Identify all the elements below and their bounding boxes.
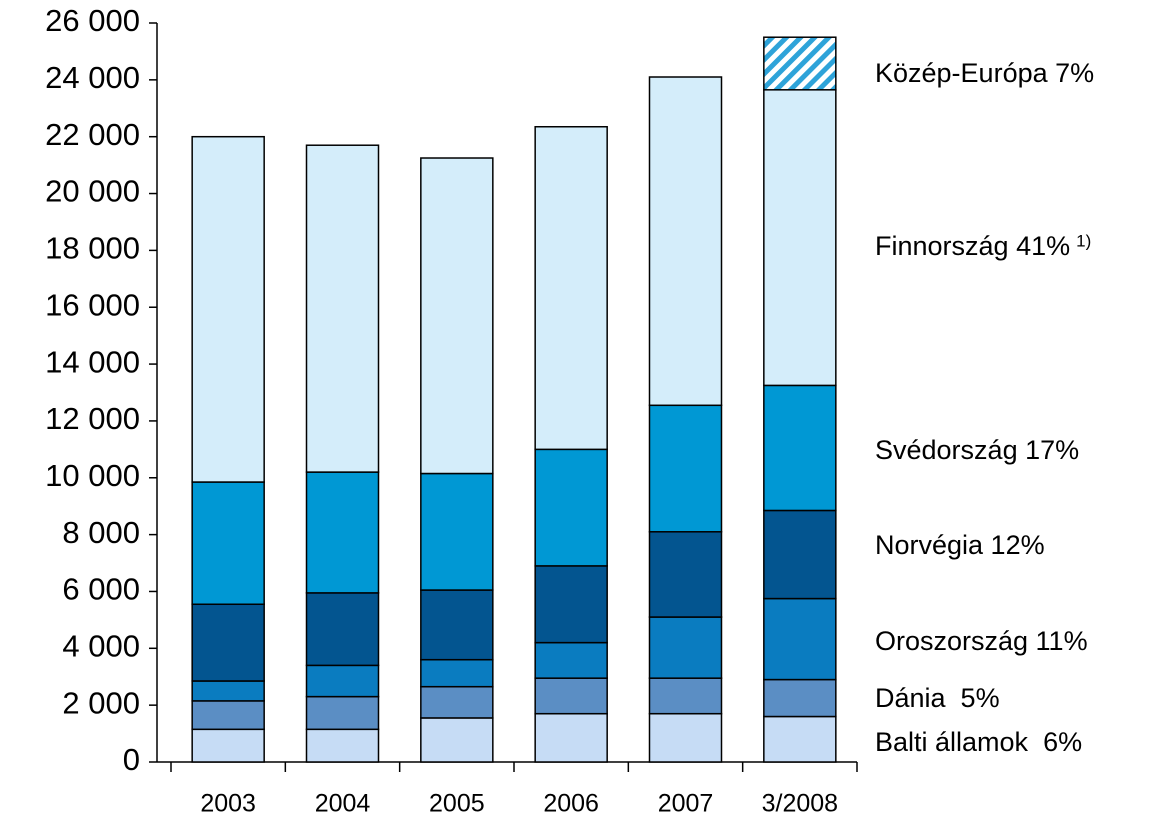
y-tick-label: 8 000: [62, 515, 140, 550]
bar-segment: [534, 712, 608, 763]
legend-label: Norvégia 12%: [875, 530, 1045, 560]
bar-segment: [763, 384, 837, 512]
x-tick-label: 2007: [658, 790, 714, 818]
bar-segment: [191, 728, 265, 763]
legend-label: Balti államok 6%: [875, 727, 1082, 757]
x-tick-label: 2006: [543, 790, 599, 818]
legend-label: Oroszország 11%: [875, 626, 1088, 656]
bar-segment: [534, 125, 608, 451]
y-tick-label: 0: [123, 742, 140, 777]
bar-segment: [420, 658, 494, 688]
y-tick-label: 24 000: [45, 60, 140, 95]
y-tick-label: 18 000: [45, 231, 140, 266]
bar-segment: [763, 36, 837, 91]
bar-segment: [305, 592, 380, 667]
bar-segment: [648, 616, 723, 679]
bar-segment: [763, 597, 837, 681]
x-tick-label: 2003: [200, 790, 256, 818]
bar-segment: [534, 565, 608, 644]
bar-segment: [305, 728, 380, 763]
y-tick-label: 6 000: [62, 572, 140, 607]
bar-segment: [648, 712, 723, 763]
y-tick-label: 22 000: [45, 117, 140, 152]
y-tick-label: 20 000: [45, 174, 140, 209]
bar-segment: [763, 678, 837, 718]
bar-segment: [420, 472, 494, 591]
bar-segment: [648, 677, 723, 715]
bar-segment: [305, 664, 380, 698]
legend-label: Dánia 5%: [875, 683, 1000, 713]
bar-segment: [191, 481, 265, 606]
y-tick-label: 10 000: [45, 458, 140, 493]
x-tick-label: 2004: [315, 790, 371, 818]
bar-segment: [534, 448, 608, 567]
legend-label: Finnország 41%: [875, 231, 1070, 261]
bar-segment: [305, 471, 380, 594]
y-tick-label: 16 000: [45, 287, 140, 322]
footnote-marker: 1): [1076, 231, 1091, 250]
bar-segment: [763, 89, 837, 387]
bar-segment: [305, 144, 380, 473]
x-tick-label: 3/2008: [762, 790, 838, 818]
bar-segment: [648, 76, 723, 407]
bar-segment: [191, 135, 265, 483]
legend-label: Svédország 17%: [875, 435, 1079, 465]
y-tick-label: 4 000: [62, 628, 140, 663]
bar-segment: [534, 677, 608, 715]
y-tick-label: 26 000: [45, 3, 140, 38]
bar-segment: [534, 641, 608, 679]
y-tick-label: 2 000: [62, 685, 140, 720]
y-tick-label: 14 000: [45, 344, 140, 379]
bar-segment: [420, 589, 494, 661]
legend-label: Közép-Európa 7%: [875, 58, 1094, 88]
bar-segment: [420, 685, 494, 719]
bar-segment: [191, 700, 265, 731]
bar-segment: [763, 715, 837, 763]
bar-segment: [648, 531, 723, 618]
bar-segment: [191, 603, 265, 682]
bar-segment: [763, 509, 837, 600]
bar-segment: [648, 404, 723, 533]
bar-segment: [420, 717, 494, 763]
x-tick-label: 2005: [429, 790, 485, 818]
bar-segment: [191, 680, 265, 702]
bar-segment: [305, 695, 380, 731]
y-tick-label: 12 000: [45, 401, 140, 436]
bar-segment: [420, 157, 494, 475]
